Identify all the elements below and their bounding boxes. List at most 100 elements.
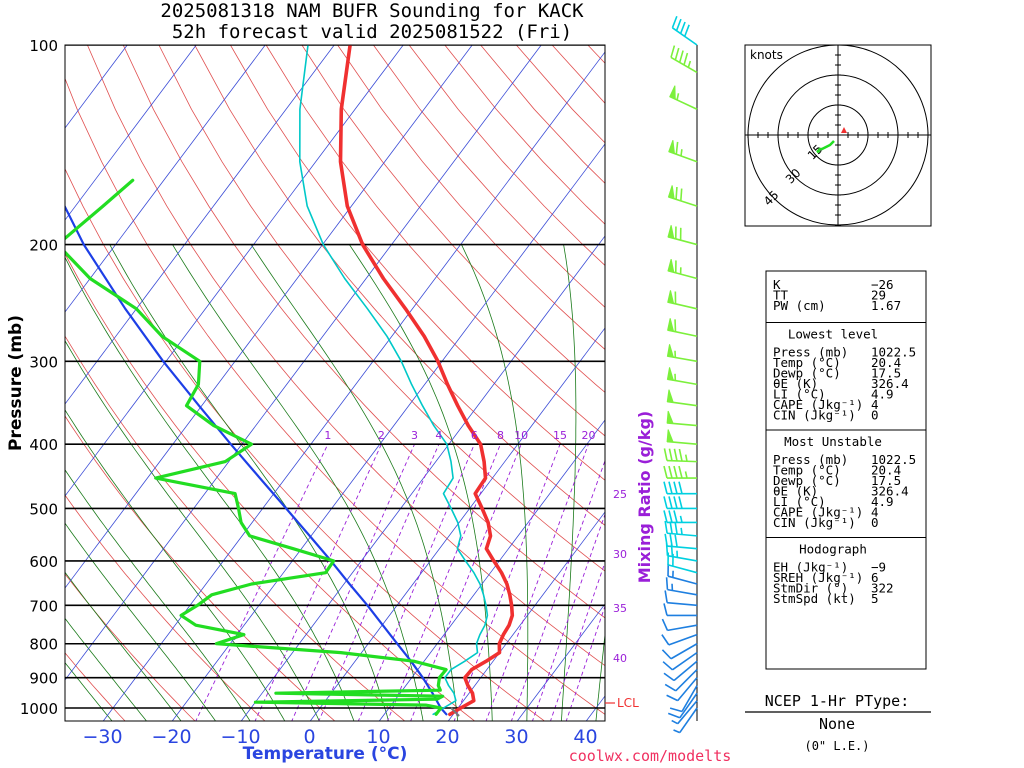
moist-adiabat-line <box>65 409 286 721</box>
stats-value: 5 <box>871 591 879 606</box>
pressure-tick-label: 200 <box>29 237 58 255</box>
pressure-tick-label: 700 <box>29 597 58 615</box>
wind-barb <box>669 85 698 110</box>
mixing-ratio-line <box>410 443 522 721</box>
pressure-tick-label: 300 <box>29 353 58 371</box>
stats-label: CIN (Jkg⁻¹) <box>773 408 856 423</box>
stats-label: LI (°C) <box>773 494 826 509</box>
stats-value: 4 <box>871 505 879 520</box>
mixing-ratio-side-label: 35 <box>613 602 627 615</box>
isotherm-line <box>378 419 605 721</box>
wind-barb <box>663 510 697 524</box>
wind-barb <box>664 668 698 692</box>
mixing-ratio-line <box>386 443 501 721</box>
isotherm-line <box>102 51 605 721</box>
stats-label: CAPE (Jkg⁻¹) <box>773 397 863 412</box>
stats-value: 4.9 <box>871 387 894 402</box>
mixing-ratio-side-label: 25 <box>613 488 627 501</box>
stats-value: 1.67 <box>871 298 901 313</box>
stats-panel: K −26 TT 29 PW (cm) 1.67 Lowest level Press (mb… <box>765 270 927 670</box>
dry-adiabat-line <box>301 45 605 393</box>
wind-barb <box>662 651 698 671</box>
wind-barb <box>673 707 698 734</box>
moist-adiabat-line <box>349 244 493 721</box>
wind-barb <box>667 259 698 280</box>
dry-adiabat-line <box>194 45 605 526</box>
plot-frame <box>64 44 606 722</box>
stats-label: TT <box>773 288 789 303</box>
mixing-ratio-top-label: 20 <box>582 429 596 442</box>
pressure-tick-label: 600 <box>29 553 58 571</box>
skewt-plot-area <box>65 45 605 721</box>
isotherm-line <box>309 327 605 721</box>
footer-credit: coolwx.com/modelts <box>569 747 732 765</box>
mixing-ratio-lines <box>195 443 605 721</box>
chart-title-line1: 2025081318 NAM BUFR Sounding for KACK <box>160 0 584 22</box>
isotherm-line <box>65 45 197 221</box>
moist-adiabats <box>65 244 605 721</box>
isotherm-line <box>65 45 473 589</box>
stats-label: CAPE (Jkg⁻¹) <box>773 505 863 520</box>
stats-value: 326.4 <box>871 484 909 499</box>
dry-adiabat-line <box>65 494 266 721</box>
dry-adiabats <box>65 45 605 721</box>
stats-label: StmDir (°) <box>773 581 848 596</box>
stats-label: K <box>773 277 781 292</box>
stats-value: −26 <box>871 277 894 292</box>
wind-barb <box>663 465 697 479</box>
dry-adiabat-line <box>158 45 605 572</box>
stats-label: EH (Jkg⁻¹) <box>773 560 848 575</box>
moist-adiabat-line <box>65 661 113 721</box>
x-axis-label: Temperature (°C) <box>243 744 408 764</box>
stats-value: 6 <box>871 570 879 585</box>
temperature-tick-label: −10 <box>220 726 260 748</box>
stats-value: 20.4 <box>871 355 901 370</box>
isotherm-line <box>65 45 404 497</box>
mixing-ratio-line <box>254 443 382 721</box>
wind-barb <box>661 633 698 646</box>
dry-adiabat-line <box>65 77 605 715</box>
moist-adiabat-line <box>65 256 355 721</box>
stats-section-title: Lowest level <box>788 327 878 342</box>
stats-label: StmSpd (kt) <box>773 591 856 606</box>
moist-adiabat-line <box>109 244 389 721</box>
dry-adiabat-line <box>65 335 406 721</box>
stats-label: PW (cm) <box>773 298 826 313</box>
parcel-trace <box>65 204 448 716</box>
wind-barb <box>670 45 698 74</box>
wind-barb <box>661 643 698 660</box>
isotherm-line <box>171 143 605 721</box>
dry-adiabat-line <box>265 45 605 437</box>
wind-barb <box>666 677 698 702</box>
isobars <box>65 45 605 709</box>
chart-title-line2: 52h forecast valid 2025081522 (Fri) <box>172 21 572 43</box>
pressure-tick-label: 100 <box>29 37 58 55</box>
hodograph-trace <box>816 140 835 154</box>
mixing-ratio-top-label: 1 <box>324 429 331 442</box>
stats-value: 326.4 <box>871 376 909 391</box>
mixing-ratio-top-label: 15 <box>553 429 567 442</box>
stats-value: 29 <box>871 288 886 303</box>
pressure-tick-label: 400 <box>29 436 58 454</box>
mixing-ratio-top-label: 10 <box>514 429 528 442</box>
mixing-ratio-side-label: 40 <box>613 652 627 665</box>
wind-barb <box>671 700 698 725</box>
mixing-ratio-line <box>195 443 329 721</box>
stats-value: 17.5 <box>871 473 901 488</box>
wind-barb <box>666 367 698 386</box>
dewpoint-trace <box>65 178 448 716</box>
dry-adiabat-line <box>122 45 605 619</box>
temperature-axis: −30 −20 −10 0 10 20 30 40 <box>82 726 597 748</box>
dry-adiabat-line <box>408 45 605 266</box>
temperature-tick-label: −20 <box>151 726 191 748</box>
dry-adiabat-line <box>65 253 476 721</box>
surface-marker <box>450 707 460 717</box>
wind-barb <box>666 410 698 427</box>
temperature-tick-label: −30 <box>82 726 122 748</box>
wind-barb <box>664 533 698 550</box>
ptype-sub: (0" L.E.) <box>804 739 869 753</box>
stats-label: CIN (Jkg⁻¹) <box>773 515 856 530</box>
dry-adiabat-line <box>65 168 546 721</box>
stats-label: LI (°C) <box>773 387 826 402</box>
stats-label: Dewp (°C) <box>773 473 841 488</box>
